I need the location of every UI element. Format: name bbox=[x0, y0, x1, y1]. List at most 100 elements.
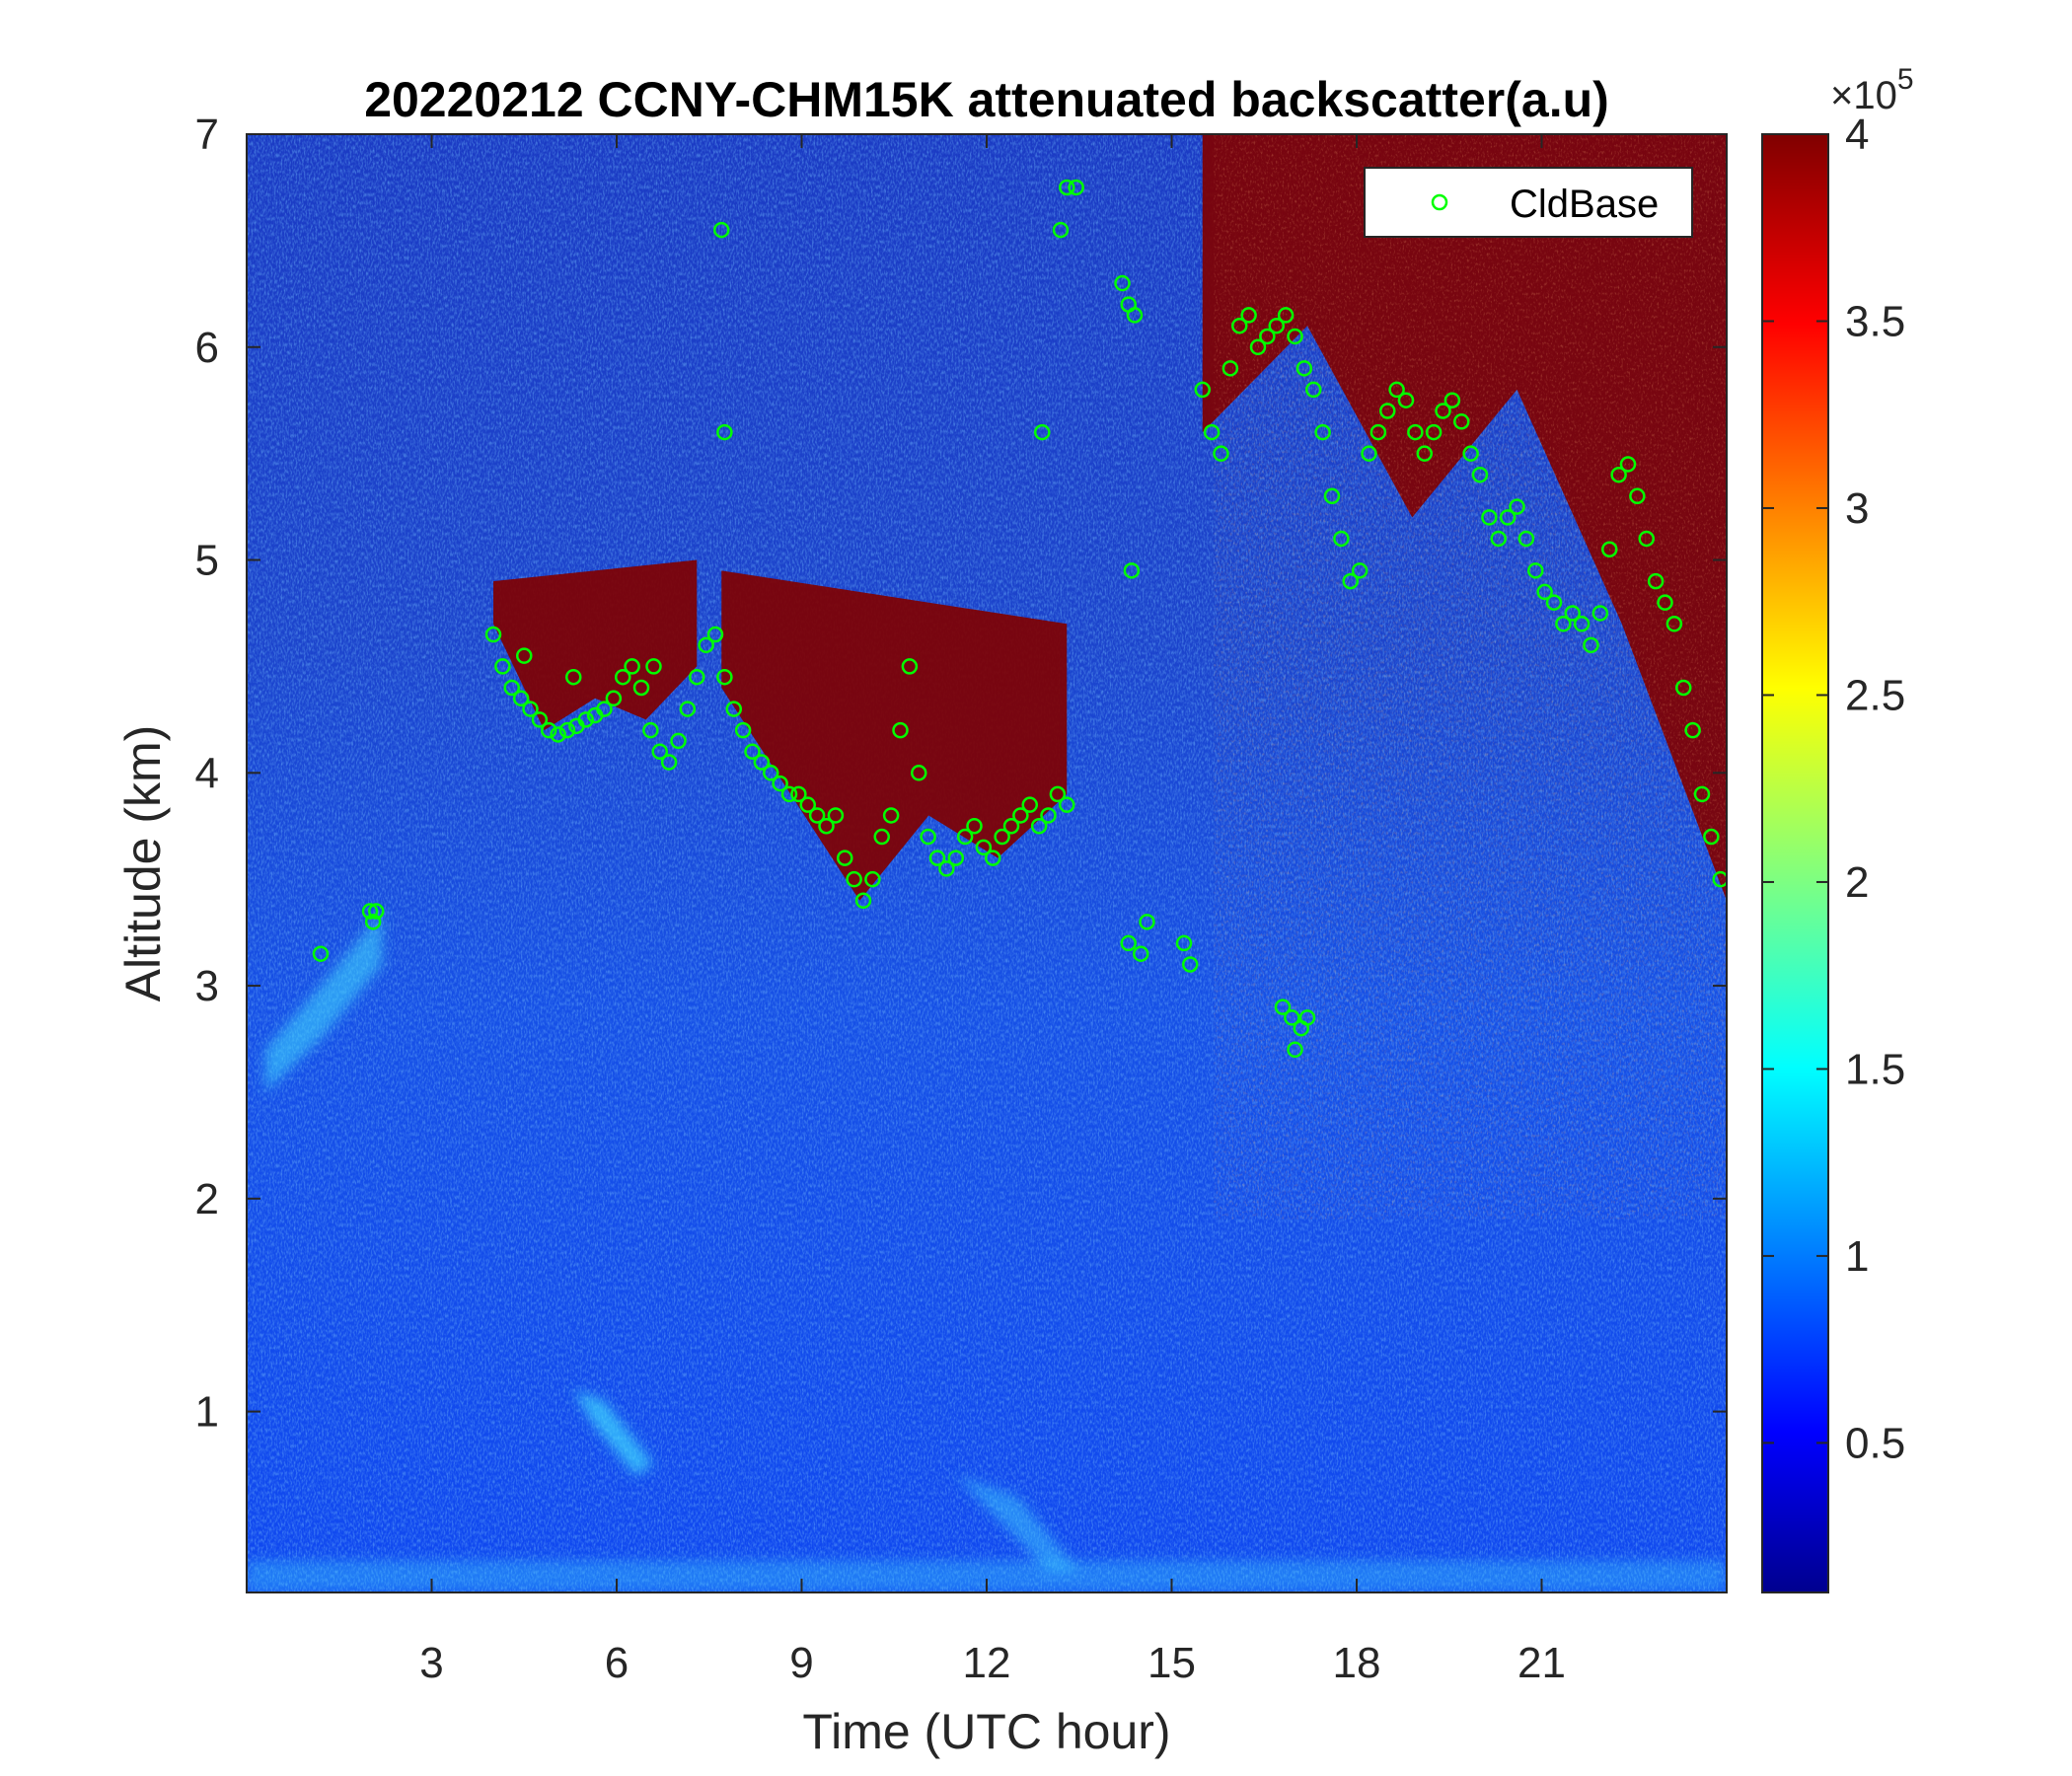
cldbase-point bbox=[1471, 466, 1489, 483]
cldbase-point bbox=[1509, 498, 1525, 515]
cldbase-point bbox=[716, 668, 733, 686]
cldbase-point bbox=[956, 828, 974, 846]
cldbase-point bbox=[1133, 945, 1149, 962]
cldbase-point bbox=[1314, 423, 1331, 441]
cldbase-point bbox=[1527, 562, 1544, 579]
cldbase-point bbox=[1369, 423, 1387, 441]
cldbase-point bbox=[1002, 817, 1020, 835]
cldbase-point bbox=[1221, 360, 1239, 377]
cldbase-point bbox=[522, 701, 539, 717]
cldbase-point bbox=[550, 726, 566, 743]
x-tick-label: 6 bbox=[605, 1639, 629, 1687]
cldbase-point bbox=[920, 828, 936, 846]
cldbase-point bbox=[799, 796, 816, 813]
x-tick-label: 18 bbox=[1333, 1639, 1381, 1687]
cldbase-point bbox=[901, 658, 919, 675]
cldbase-point bbox=[670, 732, 687, 750]
cldbase-point bbox=[1333, 530, 1350, 548]
cldbase-point bbox=[706, 626, 724, 643]
cldbase-point bbox=[837, 850, 853, 866]
cldbase-point bbox=[1277, 307, 1295, 324]
cldbase-point bbox=[1068, 179, 1084, 196]
cldbase-point bbox=[1416, 445, 1433, 462]
cldbase-point bbox=[512, 690, 530, 707]
cldbase-point bbox=[1305, 381, 1322, 399]
x-tick-label: 3 bbox=[419, 1639, 443, 1687]
cldbase-point bbox=[642, 721, 659, 739]
cldbase-point bbox=[1249, 338, 1267, 356]
cldbase-point bbox=[484, 626, 502, 643]
y-tick-label: 2 bbox=[195, 1175, 219, 1223]
cldbase-point bbox=[1619, 456, 1637, 473]
cldbase-point bbox=[1361, 445, 1377, 462]
cldbase-point bbox=[1665, 616, 1683, 632]
colorbar-tick-label: 3 bbox=[1845, 484, 1869, 533]
cldbase-point bbox=[911, 765, 927, 781]
cldbase-point bbox=[808, 807, 826, 824]
cldbase-point bbox=[1040, 807, 1057, 824]
cldbase-point bbox=[1388, 381, 1405, 399]
y-tick-label: 7 bbox=[195, 111, 219, 159]
cldbase-point bbox=[596, 701, 613, 717]
cldbase-point bbox=[873, 828, 890, 846]
colorbar-tick-label: 2.5 bbox=[1845, 671, 1905, 719]
cldbase-point bbox=[928, 850, 946, 866]
legend-box bbox=[1364, 167, 1693, 238]
y-tick-label: 6 bbox=[195, 324, 219, 372]
x-axis-label: Time (UTC hour) bbox=[802, 1704, 1170, 1759]
cldbase-point bbox=[846, 870, 862, 888]
chart-title: 20220212 CCNY-CHM15K attenuated backscat… bbox=[364, 72, 1609, 127]
cldbase-point bbox=[1034, 423, 1051, 441]
colorbar-tick-label: 4 bbox=[1845, 111, 1869, 159]
cldbase-point bbox=[1139, 914, 1155, 930]
cldbase-point bbox=[1407, 423, 1424, 441]
cldbase-point bbox=[753, 754, 771, 771]
cldbase-point bbox=[1610, 466, 1627, 483]
y-tick-label: 3 bbox=[195, 962, 219, 1010]
cldbase-point bbox=[1591, 605, 1609, 622]
colorbar-tick-label: 1.5 bbox=[1845, 1045, 1905, 1093]
cldbase-point bbox=[763, 765, 779, 781]
cldbase-point bbox=[503, 679, 520, 697]
cldbase-point bbox=[689, 668, 705, 686]
cldbase-point bbox=[1030, 817, 1048, 835]
legend: CldBase bbox=[1364, 167, 1693, 238]
colorbar-multiplier-exponent: 5 bbox=[1897, 63, 1914, 96]
cldbase-point bbox=[1435, 403, 1451, 419]
cldbase-point bbox=[1573, 616, 1591, 632]
cldbase-point bbox=[531, 711, 549, 728]
cldbase-point bbox=[818, 817, 835, 835]
cldbase-point bbox=[698, 636, 714, 654]
cldbase-point bbox=[1175, 934, 1193, 952]
cldbase-point bbox=[312, 945, 330, 962]
cldbase-point bbox=[1638, 530, 1655, 548]
cldbase-point bbox=[1287, 328, 1303, 345]
cldbase-point bbox=[1629, 487, 1646, 505]
cldbase-point bbox=[1114, 274, 1131, 292]
cldbase-point bbox=[1379, 403, 1396, 419]
cldbase-point bbox=[1120, 934, 1137, 952]
legend-label-cldbase: CldBase bbox=[1510, 183, 1659, 226]
x-tick-label: 9 bbox=[789, 1639, 813, 1687]
cldbase-point bbox=[1564, 605, 1581, 622]
cldbase-point bbox=[368, 903, 385, 920]
cldbase-point bbox=[1351, 562, 1369, 579]
cldbase-point bbox=[938, 860, 955, 877]
y-tick-label: 1 bbox=[195, 1388, 219, 1437]
cldbase-point bbox=[1481, 509, 1498, 526]
colorbar-tick-label: 0.5 bbox=[1845, 1419, 1905, 1467]
cldbase-point bbox=[632, 679, 650, 697]
cldbase-point bbox=[1182, 956, 1199, 973]
cloud-region bbox=[493, 559, 698, 731]
plot-area bbox=[247, 134, 1727, 1592]
cldbase-point bbox=[864, 870, 881, 888]
cldbase-point bbox=[1049, 785, 1067, 803]
cldbase-point bbox=[651, 743, 668, 760]
cldbase-point bbox=[541, 721, 557, 739]
cldbase-point bbox=[1298, 1009, 1316, 1026]
cldbase-point bbox=[1712, 870, 1727, 888]
cldbase-point bbox=[1342, 572, 1359, 590]
x-tick-label: 12 bbox=[963, 1639, 1011, 1687]
cldbase-point bbox=[1295, 360, 1313, 377]
